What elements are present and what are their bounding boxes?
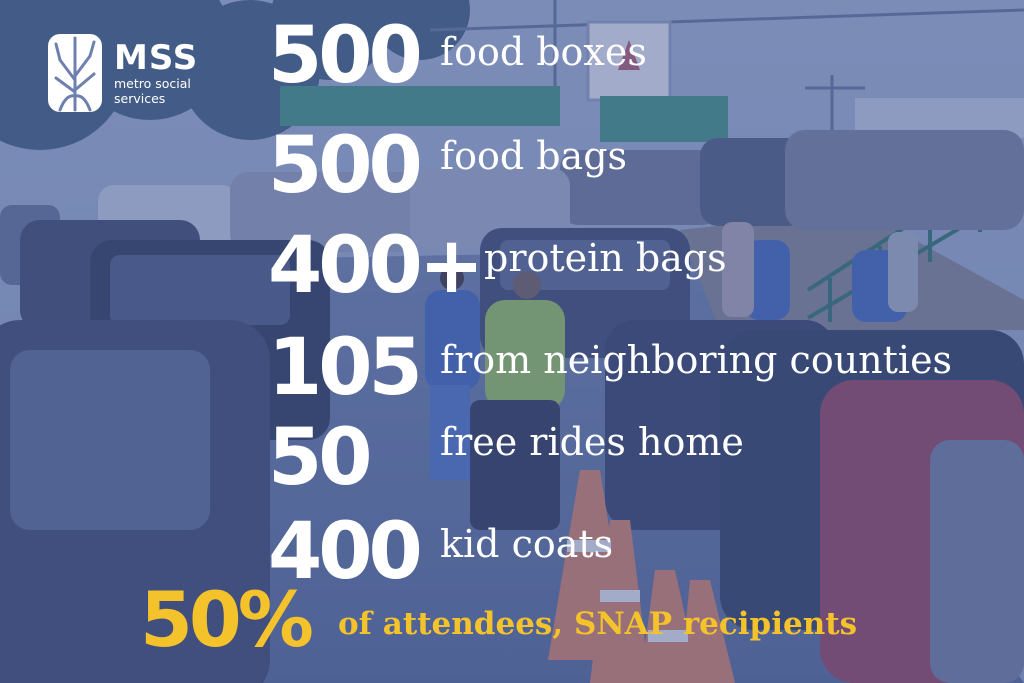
stat-label-food-boxes: food boxes	[440, 30, 647, 74]
tree-icon	[48, 34, 102, 112]
stat-number-snap-percent: 50%	[140, 575, 314, 664]
stat-number-protein-bags: 400+	[268, 221, 484, 311]
stat-label-snap-recipients: of attendees, SNAP recipients	[338, 606, 858, 642]
stat-number-food-bags: 500	[268, 121, 423, 211]
traffic-cones	[548, 470, 735, 683]
stat-number-free-rides: 50	[268, 413, 373, 503]
stat-number-kid-coats: 400	[268, 507, 423, 597]
stat-number-food-boxes: 500	[268, 11, 423, 101]
logo-text: MSS metro social services	[114, 41, 198, 105]
stat-number-neighboring-counties: 105	[268, 323, 423, 413]
logo-line-1: metro social	[114, 76, 191, 91]
logo-abbr: MSS	[114, 38, 199, 78]
cars-front	[0, 320, 1024, 683]
stat-label-free-rides: free rides home	[440, 420, 744, 464]
stat-label-kid-coats: kid coats	[440, 522, 614, 566]
utility-poles	[429, 0, 1024, 135]
logo-line-2: services	[114, 91, 166, 106]
people	[425, 222, 918, 530]
green-awning	[280, 86, 560, 126]
stat-label-neighboring-counties: from neighboring counties	[440, 338, 953, 382]
mss-logo: MSS metro social services	[48, 34, 198, 112]
stat-label-protein-bags: protein bags	[484, 236, 727, 280]
stat-label-food-bags: food bags	[440, 134, 628, 178]
